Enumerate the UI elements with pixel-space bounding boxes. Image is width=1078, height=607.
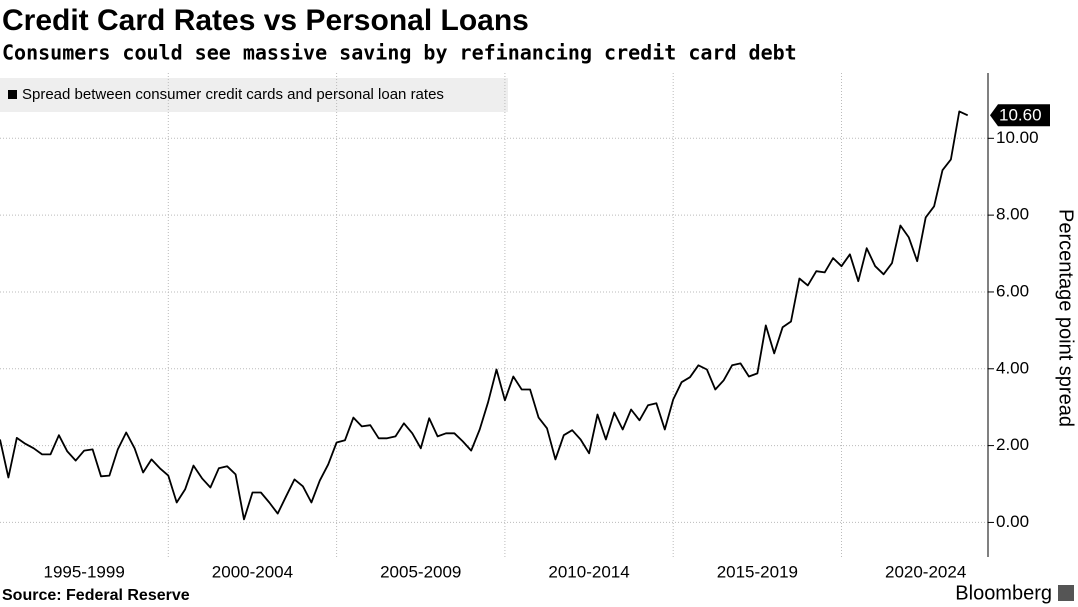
- brand-icon: [1058, 585, 1074, 601]
- chart-title: Credit Card Rates vs Personal Loans: [2, 4, 529, 37]
- legend-swatch: [8, 90, 17, 99]
- value-flag: [990, 104, 1050, 127]
- y-tick-label: 8.00: [996, 205, 1029, 224]
- chart-subtitle: Consumers could see massive saving by re…: [2, 41, 797, 65]
- x-tick-label: 2010-2014: [548, 562, 629, 581]
- y-axis-label: Percentage point spread: [1055, 209, 1077, 427]
- x-tick-label: 2020-2024: [885, 562, 966, 581]
- legend-box: [0, 78, 508, 112]
- line-series: [0, 110, 969, 521]
- y-tick-label: 0.00: [996, 512, 1029, 531]
- y-tick-label: 4.00: [996, 358, 1029, 377]
- y-tick-label: 10.00: [996, 128, 1039, 147]
- value-label: 10.60: [999, 106, 1042, 125]
- x-tick-label: 2000-2004: [212, 562, 293, 581]
- x-tick-label: 2015-2019: [717, 562, 798, 581]
- brand: Bloomberg: [955, 582, 1052, 604]
- source: Source: Federal Reserve: [2, 587, 190, 604]
- y-tick-label: 6.00: [996, 281, 1029, 300]
- legend-label: Spread between consumer credit cards and…: [22, 86, 444, 103]
- x-tick-label: 1995-1999: [43, 562, 124, 581]
- x-tick-label: 2005-2009: [380, 562, 461, 581]
- y-tick-label: 2.00: [996, 435, 1029, 454]
